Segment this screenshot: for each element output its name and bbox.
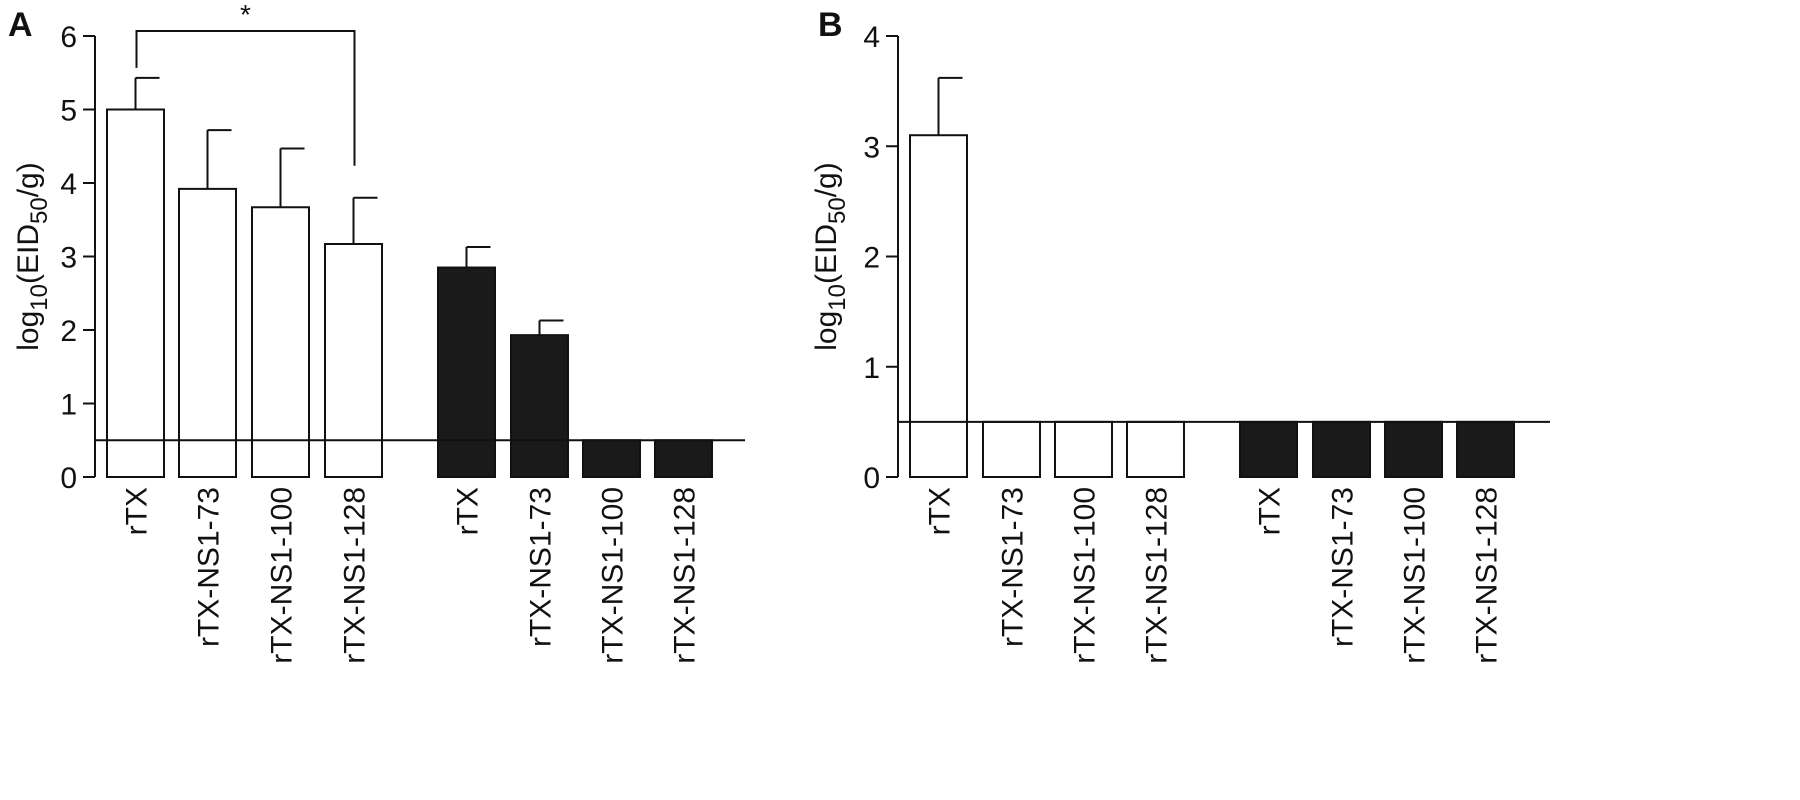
bar bbox=[1054, 420, 1113, 478]
y-tick-label: 1 bbox=[60, 389, 77, 422]
bar bbox=[1312, 420, 1371, 478]
y-axis-title-part: log bbox=[12, 311, 45, 351]
panel-label: A bbox=[8, 6, 33, 44]
y-axis-title-part: /g) bbox=[810, 162, 843, 197]
category-label: rTX bbox=[1254, 487, 1287, 535]
y-tick-label: 4 bbox=[60, 168, 77, 201]
panel-a: A 0 1 2 3 4 5 6 log10(EID50/g) rTX rTX-NS1-73 rTX-N… bbox=[8, 0, 745, 664]
y-axis-title-part: (EID bbox=[12, 224, 45, 284]
bar bbox=[437, 266, 496, 478]
y-axis-title-part: 50 bbox=[824, 197, 851, 224]
y-tick-label: 5 bbox=[60, 95, 77, 128]
y-axis-title-part: (EID bbox=[810, 224, 843, 284]
y-axis-title-part: 10 bbox=[824, 284, 851, 311]
y-tick-label: 6 bbox=[60, 21, 77, 54]
bar bbox=[324, 243, 383, 478]
y-axis-title: log10(EID50/g) bbox=[810, 162, 851, 350]
y-axis-title: log10(EID50/g) bbox=[12, 162, 53, 350]
y-axis-title-part: /g) bbox=[12, 162, 45, 197]
category-label: rTX-NS1-100 bbox=[266, 487, 299, 664]
category-label: rTX bbox=[452, 487, 485, 535]
bar bbox=[510, 334, 569, 478]
category-label: rTX-NS1-100 bbox=[597, 487, 630, 664]
y-tick-label: 4 bbox=[863, 21, 880, 54]
bar bbox=[1126, 420, 1185, 478]
bar bbox=[982, 420, 1041, 478]
y-tick-label: 2 bbox=[60, 315, 77, 348]
category-label: rTX-NS1-73 bbox=[525, 487, 558, 647]
bar bbox=[251, 206, 310, 478]
y-tick-label: 3 bbox=[863, 131, 880, 164]
category-label: rTX-NS1-73 bbox=[997, 487, 1030, 647]
category-label: rTX-NS1-128 bbox=[339, 487, 372, 664]
significance-marker: * bbox=[240, 0, 251, 30]
category-label: rTX bbox=[924, 487, 957, 535]
bar bbox=[1384, 420, 1443, 478]
significance-bracket bbox=[135, 30, 356, 166]
y-tick-label: 2 bbox=[863, 242, 880, 275]
y-tick-label: 3 bbox=[60, 242, 77, 275]
category-label: rTX-NS1-128 bbox=[1141, 487, 1174, 664]
panel-label: B bbox=[818, 6, 843, 44]
panel-b: B 0 1 2 3 4 log10(EID50/g) rTX rTX-NS1-73 rTX-NS1… bbox=[810, 6, 1550, 664]
y-axis-title-part: 10 bbox=[26, 284, 53, 311]
category-label: rTX-NS1-100 bbox=[1069, 487, 1102, 664]
y-axis-title-part: log bbox=[810, 311, 843, 351]
bar bbox=[582, 439, 641, 478]
y-tick-label: 1 bbox=[863, 352, 880, 385]
y-axis-title-part: 50 bbox=[26, 197, 53, 224]
bar bbox=[1456, 420, 1515, 478]
bar bbox=[178, 187, 237, 478]
y-tick-label: 0 bbox=[863, 462, 880, 495]
category-label: rTX-NS1-128 bbox=[669, 487, 702, 664]
bar bbox=[106, 108, 165, 478]
category-label: rTX-NS1-128 bbox=[1471, 487, 1504, 664]
category-label: rTX-NS1-73 bbox=[1327, 487, 1360, 647]
y-tick-label: 0 bbox=[60, 462, 77, 495]
bar bbox=[909, 134, 968, 478]
bar bbox=[654, 439, 713, 478]
bar bbox=[1239, 420, 1298, 478]
category-label: rTX bbox=[121, 487, 154, 535]
category-label: rTX-NS1-73 bbox=[193, 487, 226, 647]
category-label: rTX-NS1-100 bbox=[1399, 487, 1432, 664]
